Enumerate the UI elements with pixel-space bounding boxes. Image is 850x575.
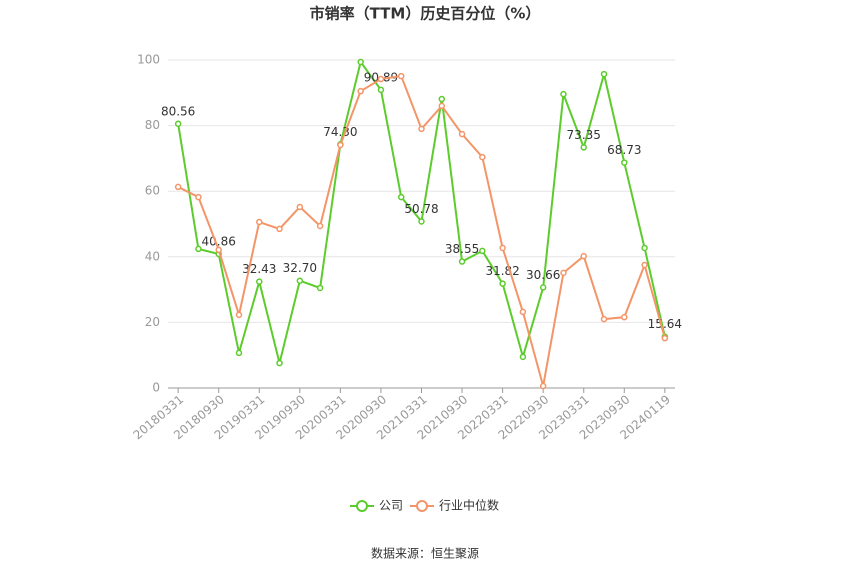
data-point	[377, 86, 385, 94]
data-point	[357, 87, 364, 95]
data-point	[276, 225, 283, 233]
y-tick-label: 80	[145, 118, 160, 132]
legend-marker	[356, 500, 368, 512]
y-tick-label: 60	[145, 184, 160, 198]
data-point	[296, 203, 304, 211]
data-point	[499, 280, 506, 287]
data-point	[560, 269, 567, 277]
data-point	[458, 130, 466, 138]
data-label: 15.64	[648, 317, 682, 331]
data-label: 30.66	[526, 268, 560, 282]
data-point	[276, 359, 283, 367]
data-point	[539, 284, 547, 291]
y-tick-label: 20	[145, 315, 160, 329]
data-point	[560, 90, 567, 98]
y-tick-label: 0	[152, 381, 160, 395]
data-label: 38.55	[445, 242, 479, 256]
data-point	[418, 125, 425, 133]
data-point	[621, 159, 628, 166]
data-point	[235, 311, 243, 319]
data-point	[499, 244, 506, 252]
data-point	[316, 284, 324, 292]
data-label: 68.73	[607, 143, 641, 157]
data-point	[418, 218, 425, 225]
source-note: 数据来源：恒生聚源	[371, 546, 479, 561]
data-point	[235, 349, 243, 357]
data-point	[621, 313, 628, 321]
data-point	[479, 247, 486, 255]
data-point	[337, 141, 344, 149]
data-label: 32.70	[283, 261, 317, 275]
data-point	[377, 75, 385, 83]
data-point	[600, 70, 608, 78]
data-point	[397, 193, 405, 201]
data-point	[357, 58, 364, 66]
data-point	[580, 252, 587, 260]
data-label: 80.56	[161, 104, 195, 118]
data-label: 74.30	[323, 125, 357, 139]
data-point	[174, 120, 182, 128]
legend-marker	[416, 500, 428, 512]
data-point	[519, 353, 527, 361]
data-point	[215, 246, 222, 254]
data-point	[641, 244, 648, 252]
data-point	[539, 382, 547, 390]
data-point	[256, 218, 263, 226]
data-point	[256, 278, 263, 285]
data-point	[195, 245, 202, 253]
data-point	[458, 258, 466, 265]
legend-label: 公司	[379, 499, 403, 513]
data-point	[661, 334, 669, 342]
y-tick-label: 40	[145, 249, 160, 263]
data-label: 31.82	[485, 264, 519, 278]
data-point	[296, 277, 304, 284]
data-point	[580, 144, 587, 151]
data-label: 40.86	[202, 234, 236, 248]
data-point	[438, 102, 446, 110]
data-point	[438, 95, 446, 103]
data-point	[519, 308, 527, 316]
data-point	[316, 222, 324, 230]
data-label: 73.35	[567, 128, 601, 142]
series-line	[177, 74, 666, 387]
data-point	[641, 261, 648, 269]
data-point	[600, 315, 608, 323]
chart-title: 市销率（TTM）历史百分位（%）	[310, 5, 541, 23]
y-tick-label: 100	[137, 53, 160, 67]
legend-label: 行业中位数	[439, 498, 499, 513]
data-point	[174, 183, 182, 191]
data-point	[479, 153, 486, 161]
data-label: 50.78	[404, 202, 438, 216]
data-point	[397, 72, 405, 80]
data-point	[195, 193, 202, 201]
